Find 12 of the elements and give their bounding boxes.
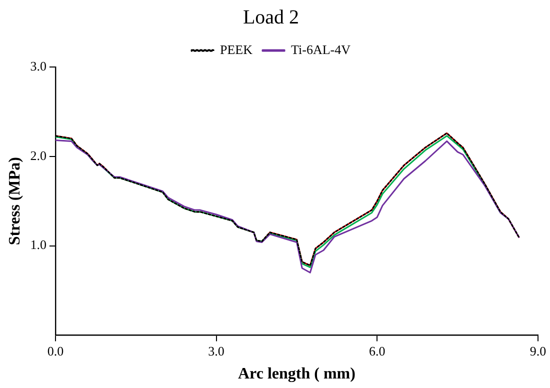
y-axis-title: Stress (MPa) xyxy=(6,157,24,246)
legend-label: PEEK xyxy=(220,42,254,57)
x-tick-label: 9.0 xyxy=(530,343,546,358)
x-axis-title: Arc length ( mm) xyxy=(238,366,356,383)
legend-label: Ti-6AL-4V xyxy=(291,42,352,57)
x-tick-label: 3.0 xyxy=(208,343,224,358)
x-tick-label: 0.0 xyxy=(47,343,64,358)
y-tick-label: 3.0 xyxy=(30,58,46,74)
y-tick-label: 1.0 xyxy=(30,237,46,252)
y-tick-label: 2.0 xyxy=(30,148,46,163)
x-tick-label: 6.0 xyxy=(369,343,386,358)
chart-title: Load 2 xyxy=(242,6,300,28)
